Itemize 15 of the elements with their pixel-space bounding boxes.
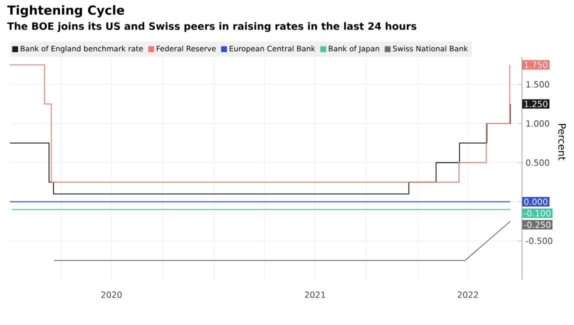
y-tick-label: 0.500 <box>526 159 550 166</box>
y-axis-title: Percent <box>558 124 566 160</box>
data-label: 0.000 <box>524 198 548 205</box>
y-tick-label: -0.500 <box>526 238 552 244</box>
chart-subtitle: The BOE joins its US and Swiss peers in raising rates in the last 24 hours <box>7 22 416 32</box>
x-tick-label: 2022 <box>458 292 478 298</box>
data-label: 1.750 <box>524 62 548 68</box>
data-label: 1.250 <box>524 100 548 108</box>
y-tick-label: 1.500 <box>526 81 550 88</box>
data-label: -0.250 <box>524 222 550 228</box>
y-tick-label: 1.000 <box>526 120 550 127</box>
data-label: -0.100 <box>524 210 550 216</box>
x-tick-label: 2021 <box>304 292 326 298</box>
chart-title: Tightening Cycle <box>7 5 124 18</box>
x-tick-label: 2020 <box>101 292 122 298</box>
